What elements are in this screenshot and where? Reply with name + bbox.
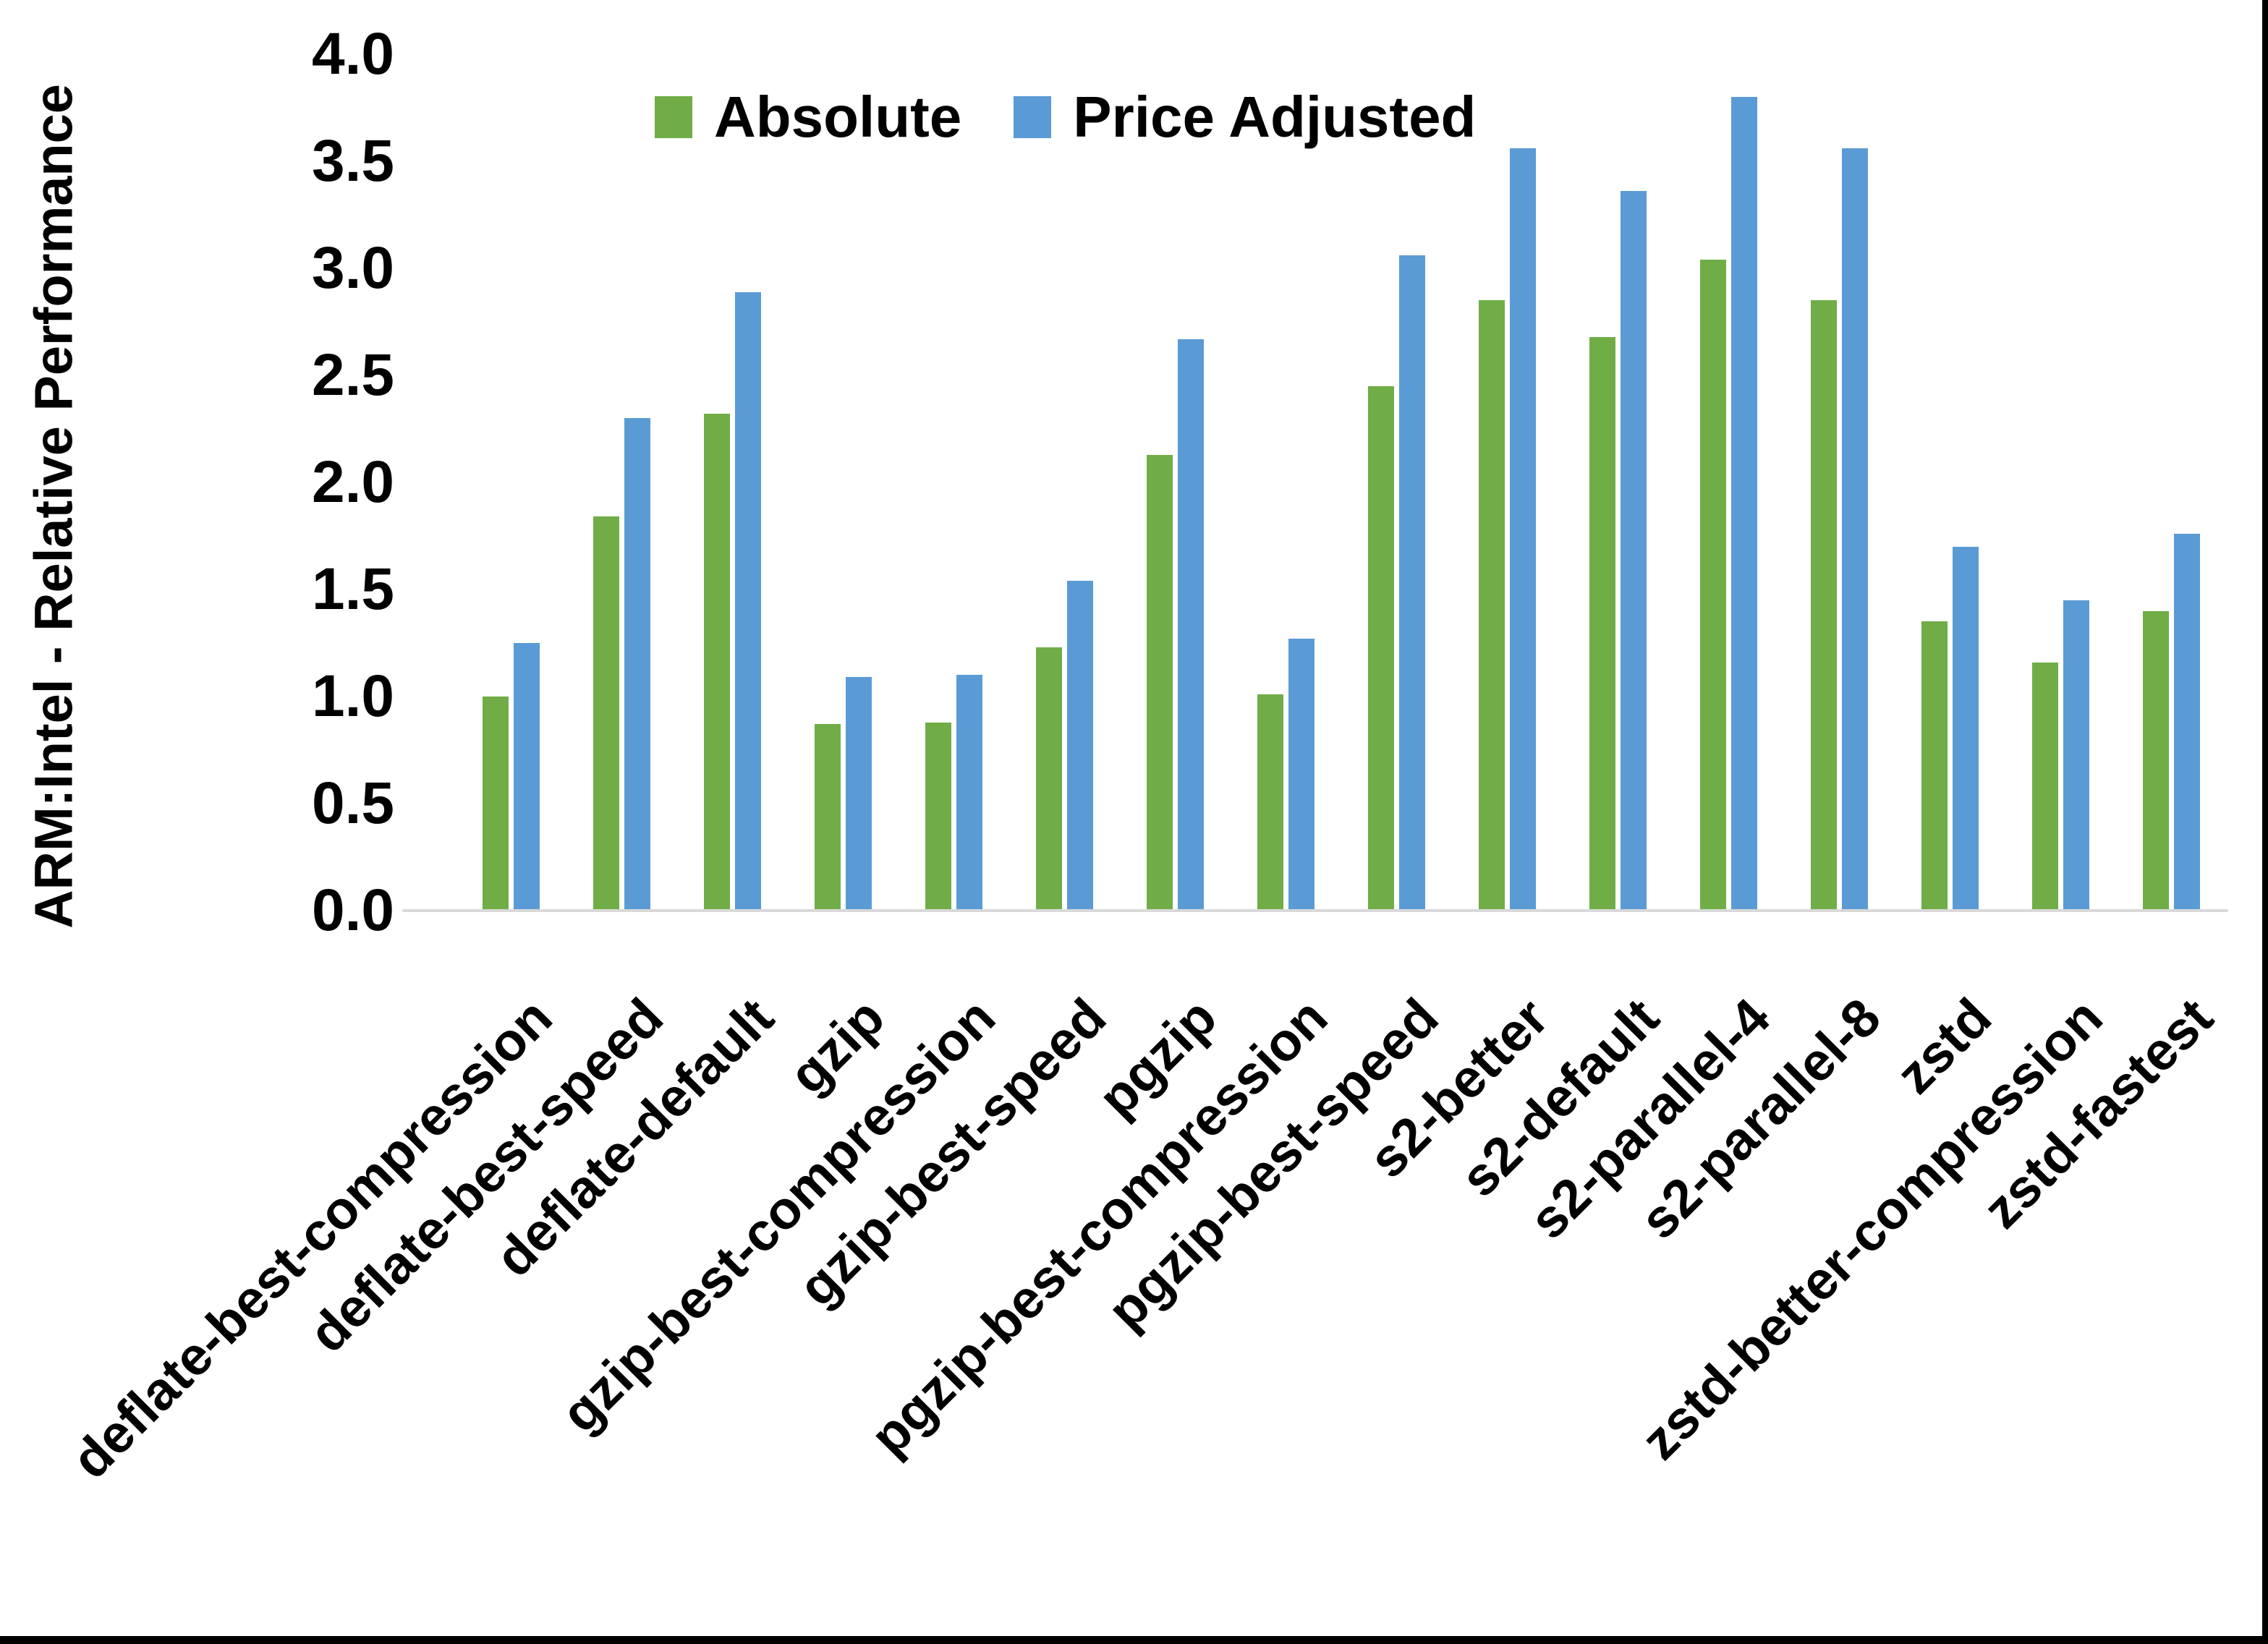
bar-absolute-zstd-better-compression <box>2032 663 2058 911</box>
bar-absolute-deflate-best-compression <box>483 697 509 911</box>
bar-absolute-gzip <box>815 724 841 911</box>
bar-absolute-s2-better <box>1479 300 1505 911</box>
legend-swatch-absolute-icon <box>655 96 692 138</box>
bar-price-adjusted-s2-parallel-8 <box>1842 148 1868 911</box>
bar-absolute-deflate-default <box>704 414 730 911</box>
legend-label-price-adjusted: Price Adjusted <box>1073 85 1477 149</box>
bar-absolute-pgzip <box>1147 455 1173 911</box>
y-tick-label-3.0: 3.0 <box>312 235 394 301</box>
bar-price-adjusted-deflate-best-speed <box>624 418 650 911</box>
y-tick-label-3.5: 3.5 <box>312 128 394 194</box>
bar-absolute-s2-parallel-4 <box>1700 260 1726 911</box>
bar-price-adjusted-deflate-default <box>735 292 761 911</box>
screenshot-right-edge <box>2262 0 2268 1644</box>
x-category-label-deflate-best-compression: deflate-best-compression <box>60 987 564 1490</box>
bar-price-adjusted-s2-default <box>1621 191 1647 911</box>
bar-price-adjusted-s2-parallel-4 <box>1731 97 1757 911</box>
y-tick-label-1.5: 1.5 <box>312 556 394 622</box>
bar-absolute-s2-default <box>1589 337 1615 911</box>
bar-price-adjusted-s2-better <box>1510 148 1536 911</box>
bar-absolute-deflate-best-speed <box>593 516 619 911</box>
x-axis-line <box>402 909 2228 912</box>
legend-item-absolute: Absolute <box>655 88 961 146</box>
y-tick-label-0.0: 0.0 <box>312 877 394 943</box>
bar-price-adjusted-pgzip-best-speed <box>1399 255 1425 911</box>
y-tick-label-2.0: 2.0 <box>312 449 394 515</box>
bar-absolute-zstd-fastest <box>2143 611 2169 911</box>
bar-price-adjusted-deflate-best-compression <box>514 643 540 911</box>
bar-price-adjusted-pgzip <box>1178 339 1204 911</box>
bar-price-adjusted-gzip-best-speed <box>1067 581 1093 911</box>
bar-absolute-gzip-best-speed <box>1036 647 1062 911</box>
legend-swatch-price-adjusted-icon <box>1014 96 1052 138</box>
legend: Absolute Price Adjusted <box>655 88 1476 146</box>
bar-absolute-pgzip-best-speed <box>1368 386 1394 911</box>
bar-absolute-gzip-best-compression <box>925 723 951 911</box>
bar-price-adjusted-zstd-fastest <box>2174 534 2200 911</box>
y-tick-label-1.0: 1.0 <box>312 663 394 729</box>
y-tick-label-2.5: 2.5 <box>312 342 394 408</box>
y-tick-label-0.5: 0.5 <box>312 770 394 836</box>
bar-price-adjusted-pgzip-best-compression <box>1288 639 1314 911</box>
bar-price-adjusted-zstd <box>1953 547 1979 911</box>
legend-label-absolute: Absolute <box>714 85 962 149</box>
legend-item-price-adjusted: Price Adjusted <box>1014 88 1476 146</box>
bar-absolute-s2-parallel-8 <box>1811 300 1837 911</box>
bar-price-adjusted-gzip-best-compression <box>956 675 982 911</box>
screenshot-bottom-edge <box>0 1636 2268 1644</box>
bar-absolute-pgzip-best-compression <box>1257 694 1283 911</box>
bar-price-adjusted-zstd-better-compression <box>2063 600 2089 911</box>
y-tick-label-4.0: 4.0 <box>312 21 394 87</box>
y-axis-title: ARM:Intel - Relative Performance <box>23 84 84 929</box>
bar-absolute-zstd <box>1921 621 1948 911</box>
bar-price-adjusted-gzip <box>846 677 872 911</box>
